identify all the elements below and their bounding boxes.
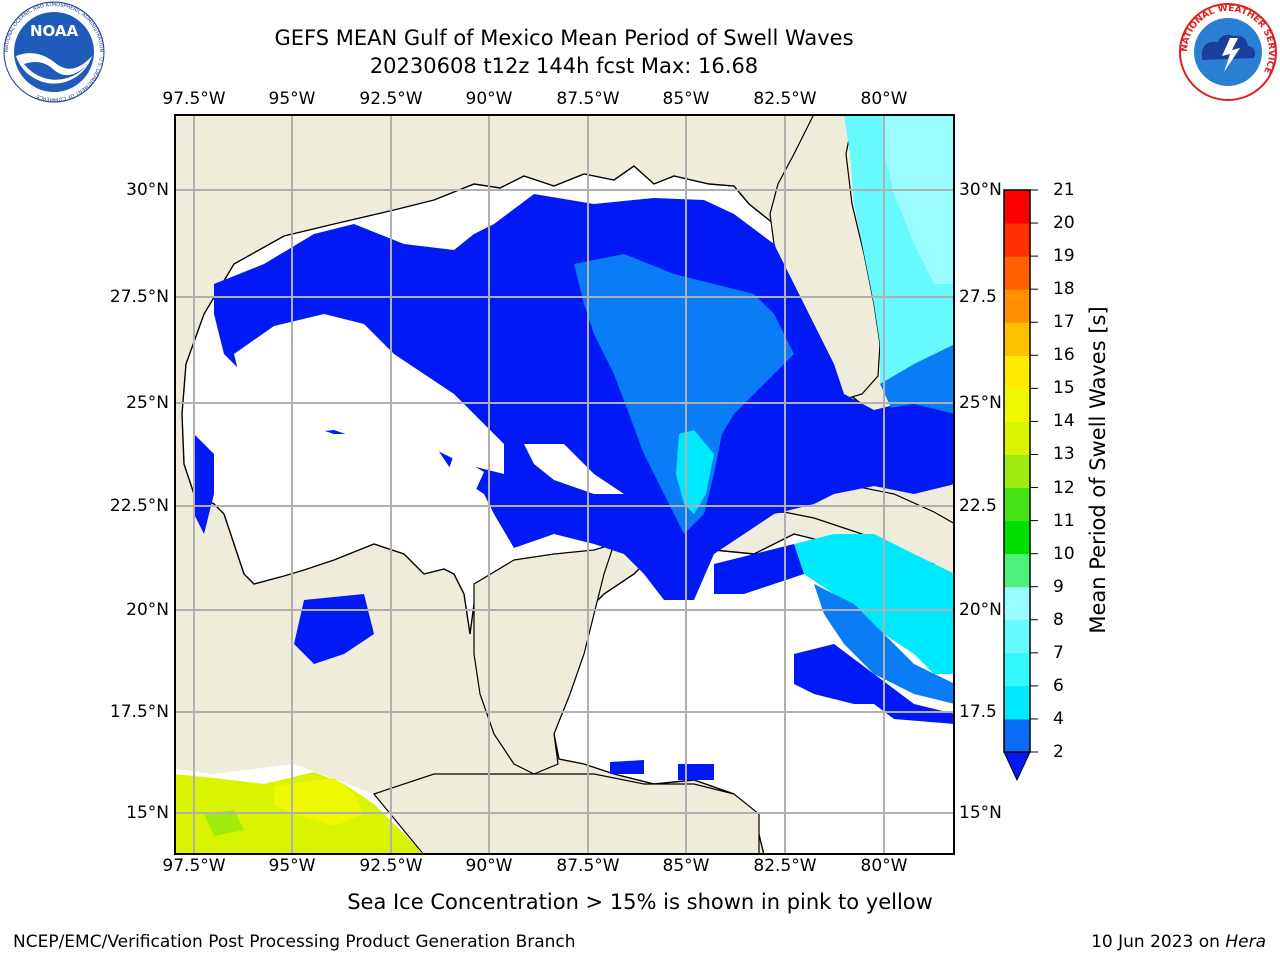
sea-ice-note-text: Sea Ice Concentration > 15% is shown in … xyxy=(347,890,933,914)
lat-label-right: 22.5 xyxy=(959,496,997,516)
colorbar-tick-label: 13 xyxy=(1053,444,1075,465)
colorbar-bin xyxy=(1004,256,1030,290)
colorbar-bin xyxy=(1004,421,1030,455)
colorbar-tick-label: 19 xyxy=(1053,246,1075,267)
lat-label-right: 15°N xyxy=(959,803,1002,823)
nws-logo: NATIONAL WEATHER SERVICE xyxy=(1179,3,1277,101)
colorbar-bin xyxy=(1004,520,1030,555)
lon-label-top: 82.5°W xyxy=(753,89,817,109)
colorbar-tick-label: 16 xyxy=(1053,345,1075,366)
swell-zone-lowest xyxy=(214,194,955,600)
colorbar-bin xyxy=(1004,553,1030,588)
lat-label-left: 25°N xyxy=(126,393,169,413)
colorbar-tick-label: 14 xyxy=(1053,411,1075,432)
colorbar-tick-label: 18 xyxy=(1053,279,1075,300)
colorbar-bin xyxy=(1004,454,1030,489)
colorbar-bin xyxy=(1004,652,1030,687)
swell-zone-2-4 xyxy=(574,254,794,534)
lon-label-bottom: 82.5°W xyxy=(753,856,817,876)
lon-label-bottom: 95°W xyxy=(268,856,316,876)
colorbar-tick-label: 12 xyxy=(1053,477,1075,498)
colorbar-bin xyxy=(1004,388,1030,422)
lat-label-left: 15°N xyxy=(126,803,169,823)
chart-subtitle: 20230608 t12z 144h fcst Max: 16.68 xyxy=(369,54,759,78)
caribbean-cyan xyxy=(794,534,955,674)
colorbar-bin xyxy=(1004,322,1030,356)
sea-ice-note: Sea Ice Concentration > 15% is shown in … xyxy=(0,890,1280,914)
colorbar-extend-arrow xyxy=(1003,751,1031,782)
colorbar-tick-label: 17 xyxy=(1053,312,1075,333)
colorbar-bin xyxy=(1004,190,1030,224)
lon-label-bottom: 92.5°W xyxy=(359,856,423,876)
central-america-land xyxy=(372,773,760,855)
noaa-logo: NOAA NATIONAL OCEANIC AND ATMOSPHERIC AD… xyxy=(3,1,105,103)
colorbar-tick-label: 21 xyxy=(1053,180,1075,200)
lat-label-right: 30°N xyxy=(959,180,1002,200)
colorbar-bin xyxy=(1004,586,1030,621)
lat-label-left: 30°N xyxy=(126,180,169,200)
graticule xyxy=(174,114,955,855)
lon-label-top: 97.5°W xyxy=(162,89,226,109)
map-panel xyxy=(174,114,955,855)
lat-label-left: 22.5°N xyxy=(109,496,169,516)
colorbar-tick-label: 20 xyxy=(1053,213,1075,234)
lon-label-bottom: 87.5°W xyxy=(556,856,620,876)
colorbar-tick-label: 2 xyxy=(1053,742,1064,762)
colorbar-tick-label: 15 xyxy=(1053,378,1075,399)
colorbar-outline xyxy=(1003,189,1031,753)
lon-label-top: 87.5°W xyxy=(556,89,620,109)
lat-label-right: 27.5 xyxy=(959,287,997,307)
colorbar-label: Mean Period of Swell Waves [s] xyxy=(1086,306,1110,634)
lon-label-top: 85°W xyxy=(662,89,710,109)
atlantic-pale xyxy=(882,114,955,284)
lat-label-right: 25°N xyxy=(959,393,1002,413)
lon-label-top: 90°W xyxy=(465,89,513,109)
colorbar-bin xyxy=(1004,289,1030,323)
colorbar-tick-label: 9 xyxy=(1053,576,1064,597)
colorbar-tick-label: 8 xyxy=(1053,609,1064,630)
colorbar-bin xyxy=(1004,355,1030,389)
lon-label-bottom: 97.5°W xyxy=(162,856,226,876)
lon-label-bottom: 80°W xyxy=(860,856,908,876)
colorbar-tick-label: 11 xyxy=(1053,510,1075,531)
colorbar-tick-label: 7 xyxy=(1053,642,1064,663)
colorbar-bin xyxy=(1004,619,1030,654)
colorbar-bin xyxy=(1004,685,1030,720)
colorbar xyxy=(1003,189,1038,782)
lat-label-left: 20°N xyxy=(126,600,169,620)
lon-label-top: 80°W xyxy=(860,89,908,109)
colorbar-bin xyxy=(1004,718,1030,753)
colorbar-tick-label: 4 xyxy=(1053,708,1064,729)
chart-title: GEFS MEAN Gulf of Mexico Mean Period of … xyxy=(274,26,854,50)
lon-label-bottom: 90°W xyxy=(465,856,513,876)
run-date-text: 10 Jun 2023 on xyxy=(1091,932,1226,952)
lat-label-right: 20°N xyxy=(959,600,1002,620)
colorbar-bin xyxy=(1004,487,1030,522)
lon-label-top: 92.5°W xyxy=(359,89,423,109)
colorbar-bin xyxy=(1004,223,1030,257)
machine-name: Hera xyxy=(1225,932,1266,952)
colorbar-tick-label: 10 xyxy=(1053,543,1075,564)
credit-text: NCEP/EMC/Verification Post Processing Pr… xyxy=(13,932,576,952)
lon-label-bottom: 85°W xyxy=(662,856,710,876)
colorbar-tick-label: 6 xyxy=(1053,675,1064,696)
lat-label-left: 27.5°N xyxy=(109,287,169,307)
lat-label-left: 17.5°N xyxy=(109,702,169,722)
lat-label-right: 17.5 xyxy=(959,702,997,722)
lon-label-top: 95°W xyxy=(268,89,316,109)
run-date: 10 Jun 2023 on Hera xyxy=(1091,932,1266,952)
svg-text:NOAA: NOAA xyxy=(30,22,79,40)
